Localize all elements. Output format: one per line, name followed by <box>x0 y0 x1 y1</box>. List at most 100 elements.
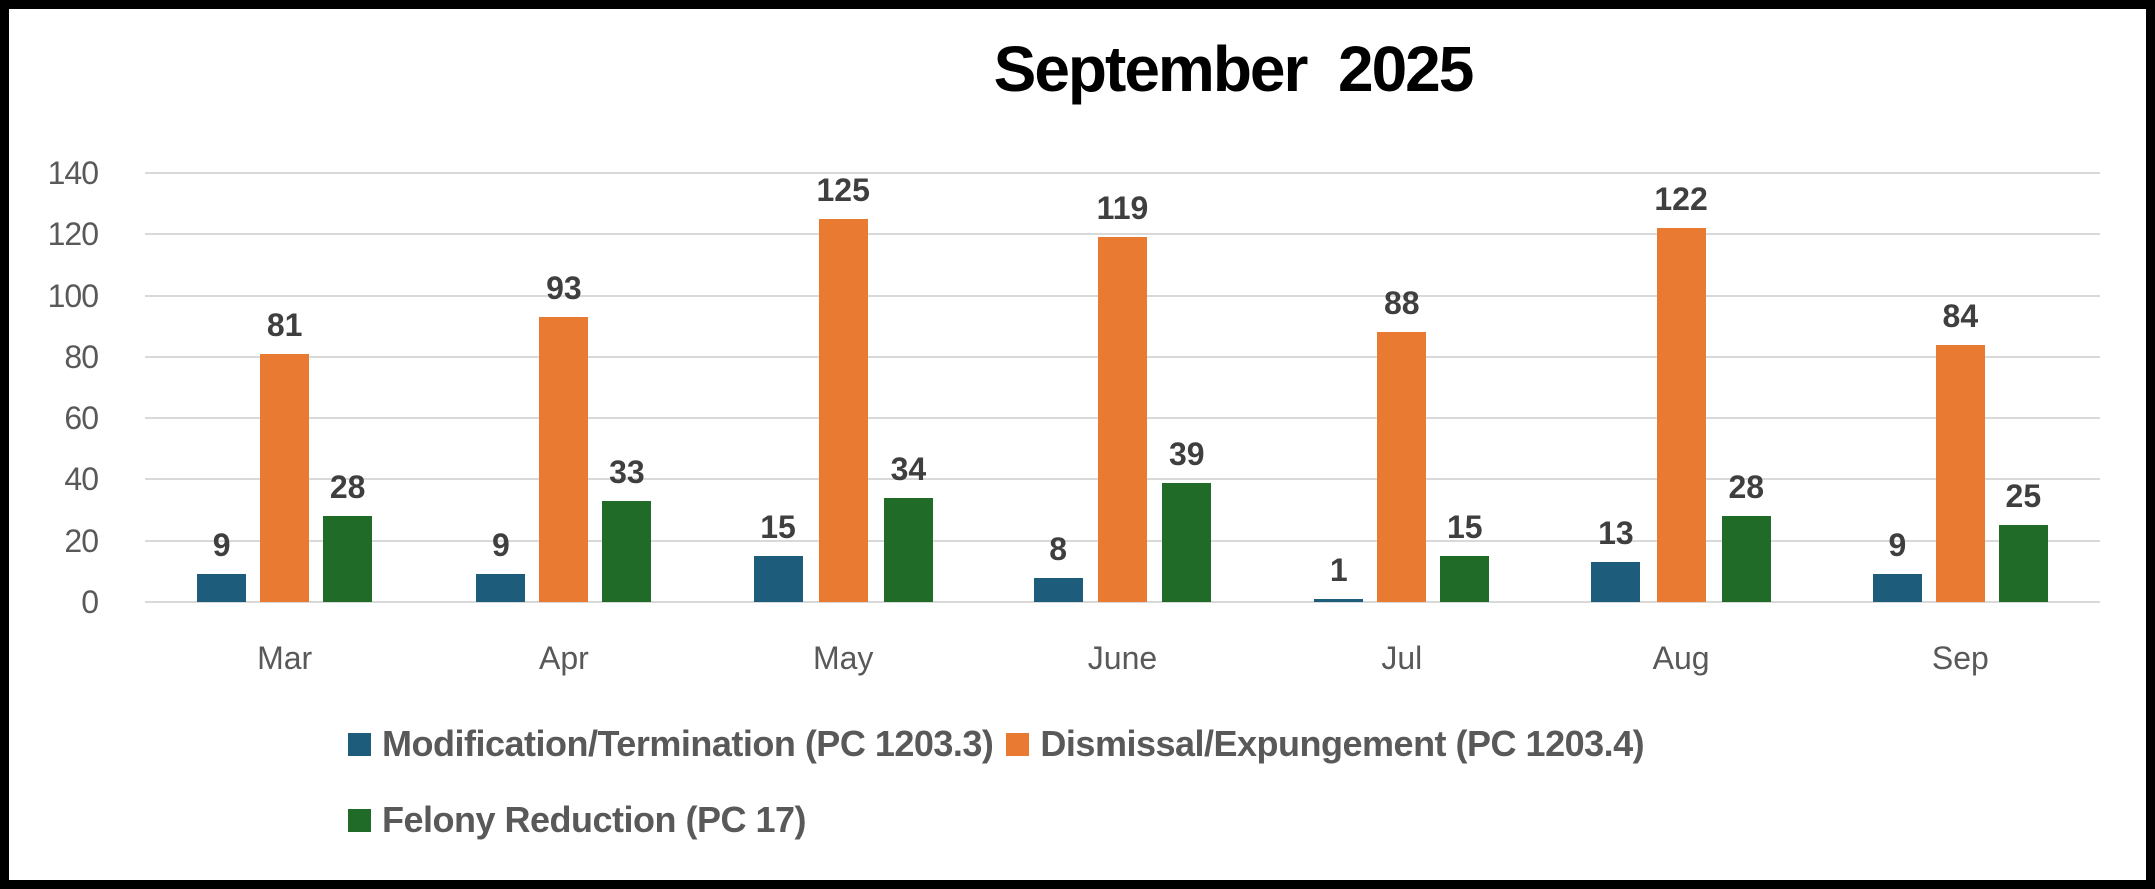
y-tick-label: 60 <box>64 400 99 437</box>
bar <box>539 317 589 602</box>
bar <box>753 556 803 602</box>
bar-value-label: 8 <box>1049 530 1068 567</box>
bar <box>1591 562 1641 602</box>
bar <box>260 353 310 602</box>
bar-column: 88 <box>1377 173 1427 602</box>
bar-value-label: 9 <box>212 527 231 564</box>
legend-swatch-icon <box>1006 732 1030 756</box>
y-tick-label: 120 <box>47 216 99 253</box>
bar-value-label: 28 <box>329 469 366 506</box>
bar <box>1440 556 1490 602</box>
bar <box>1314 598 1364 602</box>
x-tick-label: Apr <box>539 640 589 676</box>
bar <box>1162 482 1212 602</box>
bar-value-label: 25 <box>2005 478 2042 515</box>
bar-column: 9 <box>197 173 247 602</box>
bar <box>323 516 373 602</box>
bar <box>1656 228 1706 602</box>
bar-value-label: 13 <box>1598 515 1634 552</box>
bar <box>1097 237 1147 602</box>
bar <box>883 497 933 602</box>
bar-column: 84 <box>1935 173 1985 602</box>
legend-label: Dismissal/Expungement (PC 1203.4) <box>1040 723 1645 764</box>
bar-value-label: 1 <box>1329 551 1348 588</box>
y-tick-label: 0 <box>81 584 99 620</box>
bar-column: 1 <box>1314 173 1364 602</box>
bar-value-label: 34 <box>890 450 927 487</box>
bar-column: 39 <box>1162 173 1212 602</box>
bar-column: 28 <box>323 173 373 602</box>
legend-swatch-icon <box>348 808 371 832</box>
bar <box>197 574 247 602</box>
x-tick-label: Aug <box>1652 640 1710 676</box>
legend: Modification/Termination (PC 1203.3) Dism… <box>348 720 1657 872</box>
bar-value-label: 84 <box>1942 297 1979 334</box>
bar <box>602 500 652 602</box>
bar <box>1872 574 1922 602</box>
y-axis: 0 20 40 60 80 100 120 140 <box>0 155 99 620</box>
bar <box>1377 332 1427 602</box>
bar-column: 9 <box>1872 173 1922 602</box>
bar-value-label: 125 <box>816 171 870 208</box>
bar-value-label: 15 <box>1446 509 1483 546</box>
legend-label: Modification/Termination (PC 1203.3) <box>382 723 994 764</box>
y-tick-label: 140 <box>47 155 99 191</box>
bar <box>476 574 526 602</box>
y-tick-label: 100 <box>47 277 99 314</box>
bar <box>818 218 868 602</box>
gridline <box>145 172 2100 174</box>
bar-column: 28 <box>1721 173 1771 602</box>
legend-swatch-icon <box>348 732 371 756</box>
chart-title: September 2025 <box>993 33 1475 105</box>
y-tick-label: 80 <box>64 338 99 375</box>
bar <box>1935 344 1985 602</box>
legend-item: Felony Reduction (PC 17) <box>348 799 807 841</box>
legend-label: Felony Reduction (PC 17) <box>382 799 807 840</box>
gridline <box>145 601 2100 603</box>
bar-value-label: 81 <box>266 306 303 343</box>
bar-column: 25 <box>1998 173 2048 602</box>
bar-column: 13 <box>1591 173 1641 602</box>
gridline <box>145 233 2100 236</box>
plot-area: 9 81 28 9 93 33 15 125 34 8 119 39 1 88 15 13 122 28 9 84 25 <box>145 172 2100 603</box>
x-tick-label: May <box>812 640 874 676</box>
bar-column: 125 <box>817 173 870 602</box>
bar-group: 8 119 39 <box>983 173 1262 602</box>
bar-column: 9 <box>476 173 526 602</box>
bar <box>1033 577 1083 602</box>
bar-column: 93 <box>539 173 589 602</box>
legend-item: Dismissal/Expungement (PC 1203.4) <box>1006 723 1645 765</box>
bar-group: 9 84 25 <box>1821 173 2100 602</box>
bar-value-label: 122 <box>1654 181 1708 218</box>
bar-column: 34 <box>883 173 933 602</box>
bar-column: 81 <box>260 173 310 602</box>
bar-column: 8 <box>1033 173 1083 602</box>
legend-row: Modification/Termination (PC 1203.3) Dism… <box>348 720 1657 768</box>
legend-row: Felony Reduction (PC 17) <box>348 796 1657 844</box>
bar-group: 9 81 28 <box>145 173 424 602</box>
bar-value-label: 39 <box>1169 435 1205 472</box>
bar-column: 15 <box>1440 173 1490 602</box>
x-axis: Mar Apr May June Jul Aug Sep <box>145 636 2100 680</box>
bar-group: 15 125 34 <box>704 173 983 602</box>
y-tick-label: 40 <box>64 461 99 498</box>
bar-value-label: 15 <box>760 509 796 546</box>
bar-value-label: 9 <box>1888 527 1907 564</box>
bar-column: 119 <box>1096 173 1149 602</box>
x-tick-label: Mar <box>257 640 313 676</box>
bar-value-label: 9 <box>492 527 510 564</box>
x-tick-label: June <box>1087 640 1158 676</box>
bar-column: 122 <box>1654 173 1708 602</box>
bar-group: 9 93 33 <box>424 173 703 602</box>
bar-value-label: 93 <box>546 270 582 307</box>
x-tick-label: Sep <box>1931 640 1989 676</box>
bar-value-label: 119 <box>1096 190 1149 227</box>
bar <box>1721 516 1771 602</box>
bar-group: 13 122 28 <box>1541 173 1820 602</box>
x-tick-label: Jul <box>1381 640 1423 676</box>
bar-value-label: 88 <box>1383 285 1420 322</box>
bar-value-label: 33 <box>609 453 645 490</box>
bar-value-label: 28 <box>1728 469 1765 506</box>
bar-column: 33 <box>602 173 652 602</box>
